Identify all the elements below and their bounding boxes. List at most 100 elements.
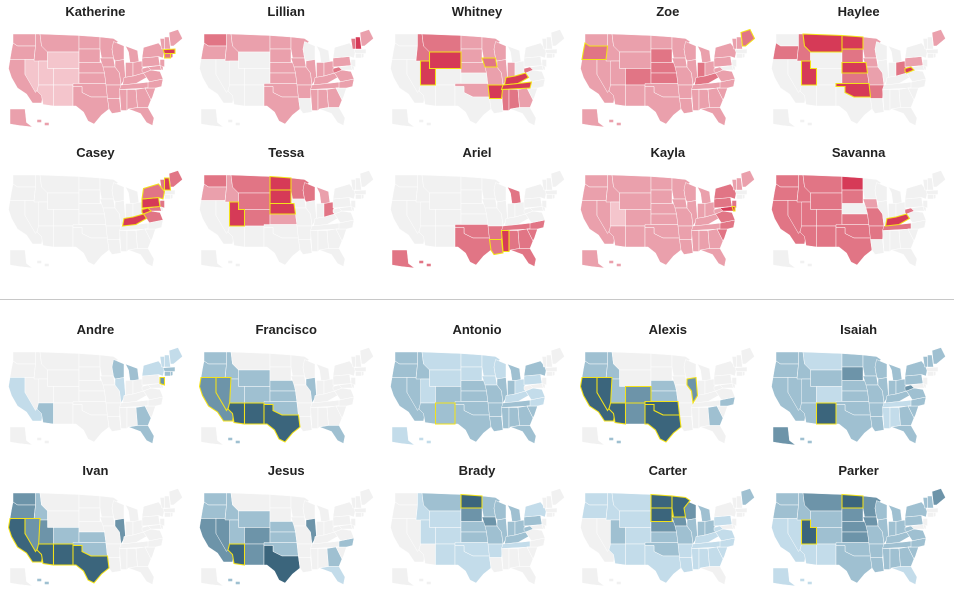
state-in <box>697 203 706 219</box>
state-va <box>715 210 736 224</box>
state-mi <box>125 186 140 204</box>
state-al <box>699 230 711 253</box>
state-de <box>731 205 736 212</box>
state-ct <box>545 371 553 377</box>
state-fl <box>509 425 536 444</box>
state-pa <box>523 374 542 386</box>
state-ma <box>735 189 748 195</box>
state-ma <box>925 366 939 372</box>
state-tx <box>72 227 110 266</box>
state-wa <box>585 33 609 47</box>
state-sd <box>650 507 673 523</box>
state-wv <box>904 66 916 74</box>
state-ar <box>105 225 122 240</box>
state-mi <box>697 363 712 381</box>
state-ms <box>882 230 891 252</box>
state-ny <box>714 42 738 59</box>
state-nj <box>350 377 356 386</box>
state-ne <box>841 203 868 215</box>
state-hi <box>227 437 241 444</box>
state-nd <box>651 176 673 191</box>
state-la <box>679 557 694 573</box>
state-nd <box>460 176 482 191</box>
state-ma <box>735 366 748 372</box>
state-ny <box>904 360 928 377</box>
state-tx <box>645 227 682 266</box>
state-ct <box>355 53 362 59</box>
state-wy <box>619 510 652 528</box>
state-nd <box>269 494 292 509</box>
state-nh <box>736 36 744 50</box>
state-pa <box>904 515 924 527</box>
state-ny <box>904 42 928 59</box>
state-nh <box>355 36 362 50</box>
state-wy <box>810 192 843 210</box>
state-nj <box>159 376 166 386</box>
state-mt <box>421 351 461 371</box>
state-ri <box>170 371 173 377</box>
state-wy <box>47 51 80 69</box>
state-in <box>888 203 897 219</box>
state-la <box>107 416 122 432</box>
state-ms <box>500 229 510 253</box>
state-co <box>244 209 271 227</box>
state-ar <box>487 225 503 240</box>
state-ak <box>9 426 34 446</box>
state-in <box>316 203 325 219</box>
state-wa <box>12 33 36 47</box>
state-mt <box>39 492 80 512</box>
state-ct <box>736 53 744 59</box>
state-va <box>524 210 545 224</box>
state-nh <box>927 36 934 50</box>
state-ms <box>882 548 891 570</box>
state-ne <box>460 521 487 533</box>
state-nd <box>841 493 864 509</box>
state-nj <box>922 377 928 386</box>
state-tx <box>454 545 491 584</box>
state-mi <box>125 363 140 381</box>
state-ar <box>296 543 313 558</box>
state-al <box>126 407 138 430</box>
state-ms <box>691 230 700 252</box>
state-mi <box>888 363 903 381</box>
map-title: Katherine <box>65 4 126 19</box>
state-nj <box>350 518 356 527</box>
state-va <box>715 528 736 542</box>
state-ak <box>9 108 34 128</box>
state-co <box>53 527 80 545</box>
state-wv <box>714 207 724 215</box>
map-title: Brady <box>458 463 496 478</box>
state-ne <box>460 62 487 74</box>
state-wy <box>428 369 461 387</box>
state-va <box>143 387 164 401</box>
state-la <box>870 557 885 573</box>
map-title: Tessa <box>268 145 305 160</box>
us-state-map <box>199 488 374 587</box>
us-state-map <box>8 347 183 446</box>
state-tx <box>72 544 110 584</box>
state-al <box>508 230 520 253</box>
state-ar <box>868 402 885 417</box>
state-ar <box>868 225 885 240</box>
state-va <box>906 69 927 83</box>
state-wi <box>493 359 506 380</box>
state-mt <box>421 174 461 194</box>
state-sd <box>78 189 101 204</box>
state-ne <box>841 61 869 74</box>
state-co <box>434 527 461 545</box>
state-in <box>697 62 706 78</box>
state-nm <box>625 402 646 425</box>
state-ms <box>119 407 128 429</box>
boys-name-map: Antonio <box>382 318 573 459</box>
state-ri <box>170 512 173 518</box>
state-nm <box>625 84 646 107</box>
state-hi <box>36 119 50 126</box>
state-va <box>333 210 355 224</box>
state-nm <box>625 543 646 566</box>
state-ri <box>742 512 746 518</box>
state-co <box>244 527 271 545</box>
state-wa <box>585 492 609 506</box>
state-ak <box>582 567 606 587</box>
state-nj <box>350 200 356 209</box>
state-ks <box>460 213 488 225</box>
